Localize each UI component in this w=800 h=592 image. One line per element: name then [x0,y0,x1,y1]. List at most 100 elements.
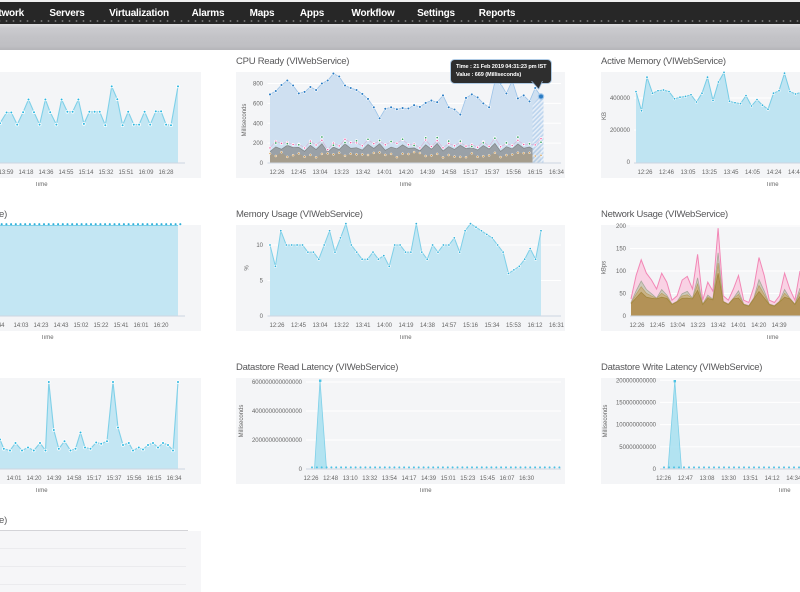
svg-text:13:05: 13:05 [680,170,696,176]
svg-text:13:08: 13:08 [699,476,715,482]
svg-text:16:31: 16:31 [549,323,565,329]
svg-text:15:16: 15:16 [463,323,479,329]
svg-text:400: 400 [253,121,264,127]
svg-text:15:14: 15:14 [78,170,94,176]
svg-text:16:09: 16:09 [138,170,154,176]
svg-text:12:48: 12:48 [323,476,339,482]
svg-text:14:03: 14:03 [13,323,29,329]
svg-text:13:23: 13:23 [334,170,350,176]
svg-text:15:02: 15:02 [73,323,89,329]
svg-text:12:26: 12:26 [269,323,285,329]
svg-text:14:17: 14:17 [401,476,417,482]
svg-text:600: 600 [253,102,264,108]
svg-text:14:39: 14:39 [772,323,788,329]
svg-text:13:51: 13:51 [743,476,759,482]
svg-text:13:23: 13:23 [690,323,706,329]
svg-text:400000: 400000 [610,96,631,102]
svg-text:15:53: 15:53 [506,323,522,329]
svg-text:13:42: 13:42 [711,323,727,329]
svg-text:14:23: 14:23 [33,323,49,329]
svg-text:0: 0 [653,467,657,473]
svg-text:200: 200 [616,224,627,230]
svg-text:14:20: 14:20 [26,476,42,482]
svg-text:0: 0 [299,467,303,473]
svg-text:16:34: 16:34 [549,170,565,176]
svg-text:14:19: 14:19 [398,323,414,329]
svg-text:200000000000000: 200000000000000 [252,438,303,444]
svg-text:12:45: 12:45 [291,170,307,176]
svg-text:13:04: 13:04 [312,170,328,176]
svg-text:14:18: 14:18 [18,170,34,176]
svg-text:Milliseconds: Milliseconds [239,405,245,438]
svg-text:13:32: 13:32 [362,476,378,482]
svg-text:16:12: 16:12 [527,323,543,329]
svg-text:50000000000: 50000000000 [619,445,656,451]
svg-text:13:04: 13:04 [670,323,686,329]
svg-text:800: 800 [253,82,264,88]
svg-text:15:51: 15:51 [118,170,134,176]
svg-text:100000000000: 100000000000 [616,423,657,429]
svg-text:14:43: 14:43 [53,323,69,329]
svg-text:15:17: 15:17 [86,476,102,482]
svg-text:200: 200 [253,141,264,147]
svg-text:14:55: 14:55 [58,170,74,176]
svg-text:14:39: 14:39 [46,476,62,482]
svg-text:16:15: 16:15 [146,476,162,482]
svg-text:15:34: 15:34 [484,323,500,329]
svg-text:0: 0 [623,314,627,320]
svg-text:15:23: 15:23 [460,476,476,482]
svg-text:15:37: 15:37 [484,170,500,176]
svg-text:15:17: 15:17 [463,170,479,176]
svg-text:15:56: 15:56 [506,170,522,176]
svg-text:12:26: 12:26 [303,476,319,482]
svg-text:13:45: 13:45 [723,170,739,176]
svg-text:150: 150 [616,247,627,253]
svg-text:12:45: 12:45 [291,323,307,329]
svg-text:13:54: 13:54 [382,476,398,482]
svg-text:600000000000000: 600000000000000 [252,380,303,386]
svg-text:13:42: 13:42 [355,170,371,176]
svg-text:50: 50 [619,292,626,298]
svg-text:10: 10 [256,243,263,249]
svg-text:14:44: 14:44 [788,170,800,176]
svg-text:14:01: 14:01 [377,170,393,176]
svg-text:12:46: 12:46 [659,170,675,176]
svg-text:13:10: 13:10 [343,476,359,482]
svg-text:14:12: 14:12 [765,476,781,482]
svg-text:12:26: 12:26 [629,323,645,329]
svg-text:0: 0 [627,160,631,166]
svg-text:13:59: 13:59 [0,170,14,176]
svg-text:14:24: 14:24 [766,170,782,176]
svg-text:14:01: 14:01 [6,476,22,482]
svg-text:15:56: 15:56 [126,476,142,482]
svg-text:14:00: 14:00 [377,323,393,329]
svg-text:16:20: 16:20 [153,323,169,329]
svg-text:16:30: 16:30 [519,476,535,482]
svg-text:14:20: 14:20 [751,323,767,329]
svg-text:13:41: 13:41 [355,323,371,329]
svg-text:400000000000000: 400000000000000 [252,409,303,415]
svg-text:5: 5 [260,279,264,285]
svg-text:15:01: 15:01 [441,476,457,482]
svg-text:0: 0 [260,314,264,320]
svg-text:16:15: 16:15 [527,170,543,176]
svg-text:100: 100 [616,269,627,275]
svg-text:15:45: 15:45 [480,476,496,482]
svg-text:14:36: 14:36 [38,170,54,176]
svg-text:16:07: 16:07 [499,476,515,482]
svg-text:13:44: 13:44 [0,323,5,329]
svg-text:16:01: 16:01 [133,323,149,329]
svg-text:kBps: kBps [602,261,608,274]
svg-text:16:34: 16:34 [166,476,182,482]
svg-text:200000: 200000 [610,128,631,134]
svg-text:12:26: 12:26 [269,170,285,176]
svg-text:14:34: 14:34 [786,476,800,482]
svg-text:13:22: 13:22 [334,323,350,329]
svg-text:14:05: 14:05 [745,170,761,176]
svg-text:13:04: 13:04 [312,323,328,329]
svg-text:14:20: 14:20 [398,170,414,176]
svg-text:12:26: 12:26 [656,476,672,482]
svg-text:14:58: 14:58 [66,476,82,482]
svg-text:14:39: 14:39 [421,476,437,482]
svg-text:14:39: 14:39 [420,170,436,176]
